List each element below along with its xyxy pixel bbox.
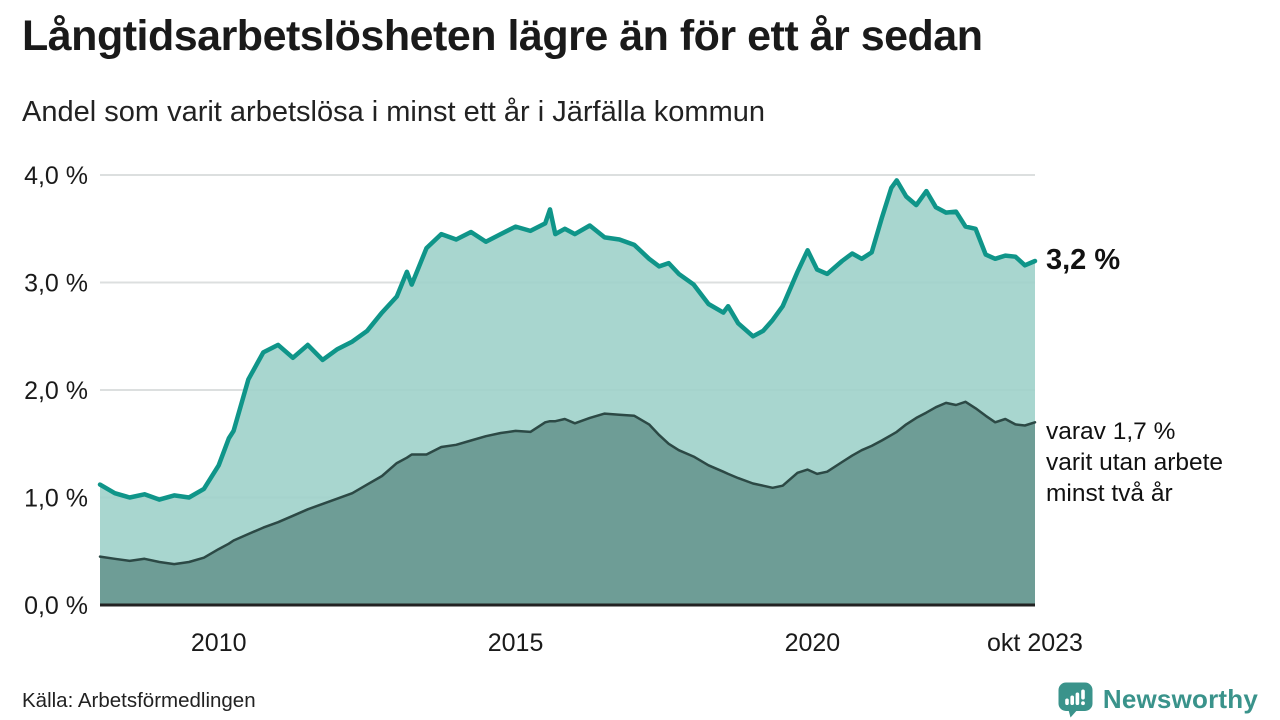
line-minst-ett-ar [97,178,1038,502]
x-tick-label: 2010 [191,629,247,657]
annotation-secondary-line3: minst två år [1046,480,1173,507]
x-tick-label: okt 2023 [987,629,1083,657]
y-tick-label: 4,0 % [24,162,88,190]
annotation-secondary: varav 1,7 % varit utan arbete minst två … [1046,416,1272,509]
x-tick-label: 2020 [785,629,841,657]
y-tick-label: 2,0 % [24,377,88,405]
source-note: Källa: Arbetsförmedlingen [22,689,256,712]
annotation-secondary-line1: varav 1,7 % [1046,418,1176,445]
y-tick-label: 3,0 % [24,270,88,298]
newsworthy-logo: Newsworthy [1057,680,1258,718]
annotation-total-value: 3,2 % [1046,244,1121,276]
annotation-secondary-line2: varit utan arbete [1046,449,1224,476]
page-subtitle: Andel som varit arbetslösa i minst ett å… [22,96,765,128]
y-tick-label: 1,0 % [24,485,88,513]
y-tick-label: 0,0 % [24,592,88,620]
line-minst-tva-ar [98,400,1037,566]
area-minst-tva-ar [100,401,1035,605]
page-title: Långtidsarbetslösheten lägre än för ett … [22,12,983,60]
newsworthy-logo-text: Newsworthy [1102,683,1258,714]
x-tick-label: 2015 [488,629,544,657]
bar-chart-speech-bubble-icon [1058,682,1093,717]
